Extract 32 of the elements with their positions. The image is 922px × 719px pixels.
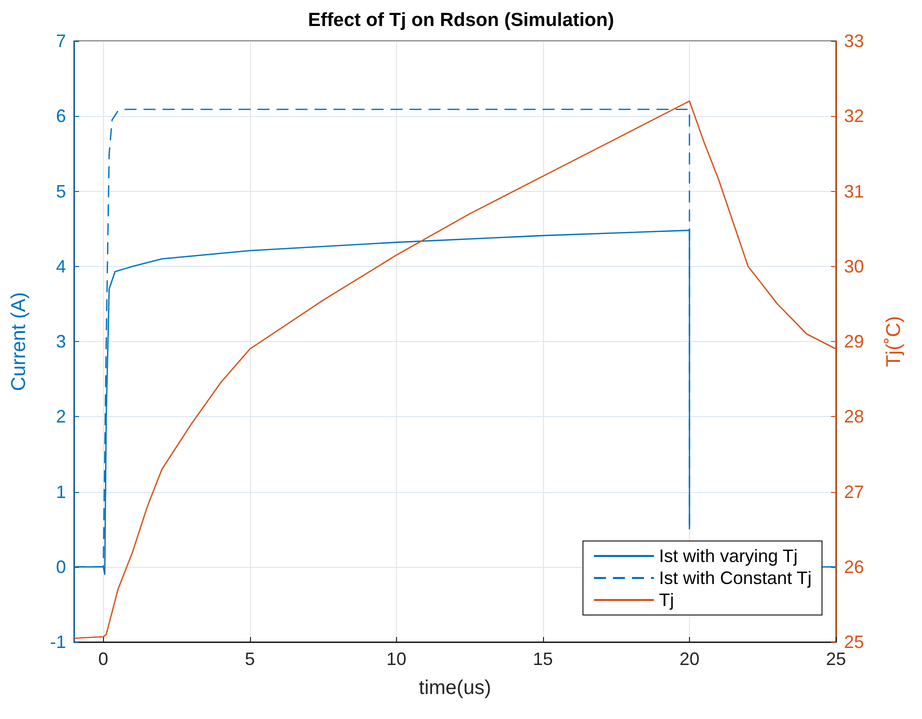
x-tick-label: 25 — [826, 649, 846, 669]
y-tick-label: 1 — [56, 482, 66, 502]
y2-tick-label: 28 — [844, 406, 864, 427]
x-tick-label: 0 — [98, 649, 108, 669]
y-tick-label: 6 — [56, 106, 66, 126]
y2-tick-label: 30 — [844, 256, 864, 276]
y-tick-label: 0 — [56, 556, 66, 577]
x-tick-label: 15 — [532, 649, 553, 669]
y-tick-label: 3 — [56, 332, 66, 352]
x-tick-label: 10 — [386, 649, 406, 669]
y2-tick-label: 27 — [844, 482, 864, 502]
y-tick-label: 4 — [56, 256, 66, 276]
y-tick-label: -1 — [50, 632, 66, 652]
x-tick-label: 20 — [679, 649, 700, 669]
y-tick-label: 7 — [56, 31, 66, 51]
x-axis-title: time(us) — [418, 677, 492, 699]
y-tick-label: 5 — [56, 181, 66, 202]
y2-tick-label: 25 — [844, 632, 864, 652]
y2-tick-label: 31 — [844, 181, 864, 202]
line-series — [73, 100, 837, 639]
y2-tick-label: 26 — [844, 556, 864, 577]
legend-label: Ist with varying Tj — [658, 546, 798, 566]
y-tick-label: 2 — [56, 406, 66, 427]
legend-label: Ist with Constant Tj — [658, 568, 812, 588]
legend-label: Tj — [658, 590, 674, 610]
y-axis-title: Current (A) — [8, 292, 30, 391]
y2-tick-label: 33 — [844, 31, 864, 51]
x-tick-label: 5 — [244, 649, 255, 669]
y2-tick-label: 32 — [844, 106, 864, 126]
y2-tick-label: 29 — [844, 332, 864, 352]
y2-axis-title: Tj(˚C) — [883, 316, 905, 368]
chart-title: Effect of Tj on Rdson (Simulation) — [308, 10, 614, 31]
